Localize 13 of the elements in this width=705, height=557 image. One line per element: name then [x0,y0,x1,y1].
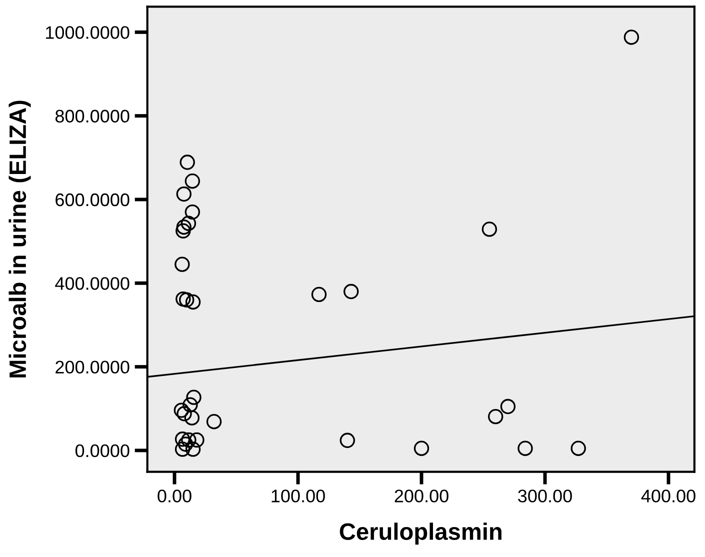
x-tick-label: 0.00 [158,490,192,502]
y-tick-label: 800.0000 [55,110,130,123]
x-tick-label: 200.00 [394,490,448,502]
x-tick-label: 400.00 [641,490,696,502]
y-tick-label: 0.0000 [75,444,130,458]
x-tick-label: 300.00 [518,490,572,502]
x-tick-label: 100.00 [272,490,325,502]
y-tick-label: 400.0000 [55,277,130,290]
y-tick-label: 1000.0000 [46,26,130,39]
y-axis-title: Microalb in urine (ELIZA) [8,100,31,378]
x-axis-title: Ceruloplasmin [340,522,502,545]
y-tick-label: 200.0000 [56,360,130,374]
y-tick-label: 600.0000 [56,193,130,206]
